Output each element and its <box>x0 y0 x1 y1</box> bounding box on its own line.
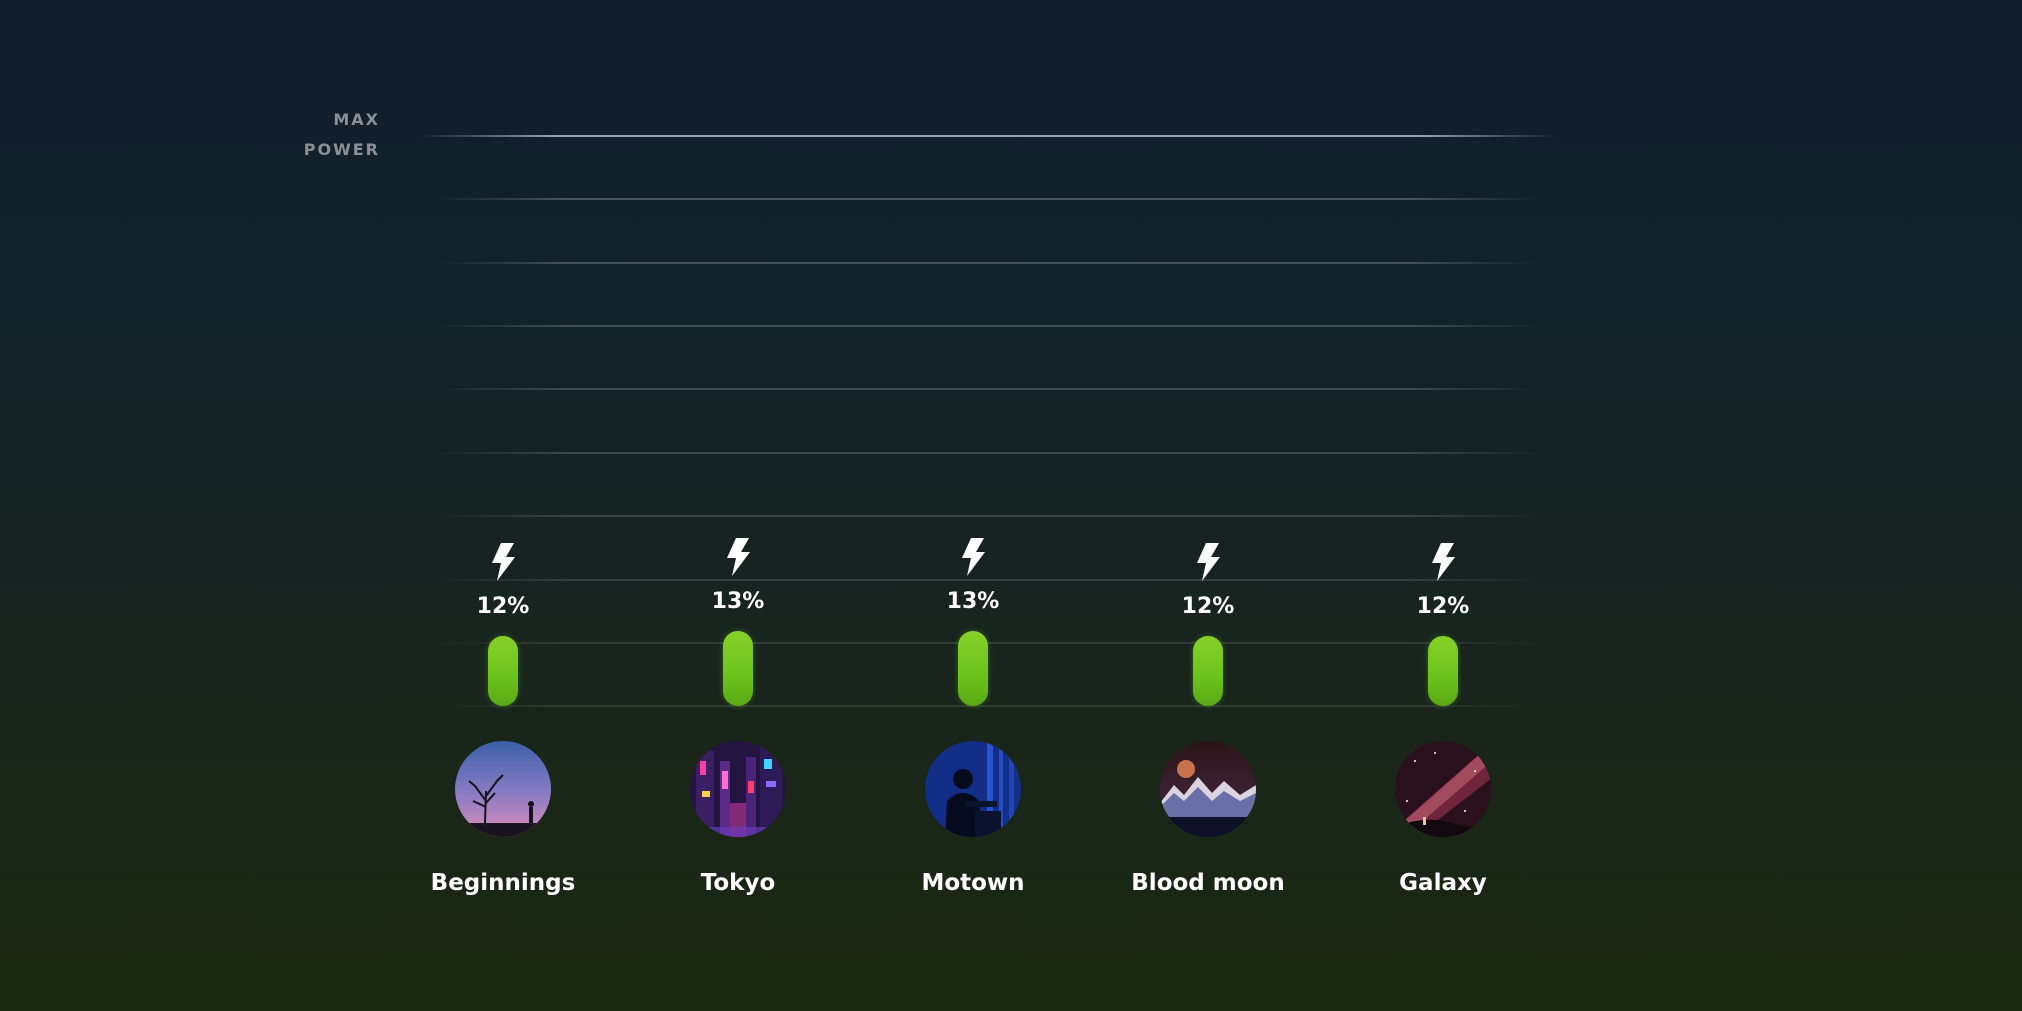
lightning-bolt-icon <box>958 537 988 577</box>
category-label-tokyo: Tokyo <box>700 870 776 896</box>
lightning-bolt-icon <box>488 542 518 582</box>
category-label-motown: Motown <box>921 870 1025 896</box>
thumbnail-motown[interactable] <box>925 741 1021 837</box>
bar-galaxy <box>1428 636 1458 706</box>
value-label-motown: 13% <box>946 589 1000 614</box>
gridline <box>435 325 1540 327</box>
bar-tokyo <box>723 631 753 706</box>
gridline <box>435 388 1540 390</box>
gridline <box>435 452 1540 454</box>
gridline <box>435 262 1540 264</box>
lightning-bolt-icon <box>1193 542 1223 582</box>
bar-blood-moon <box>1193 636 1223 706</box>
thumbnail-blood-moon[interactable] <box>1160 741 1256 837</box>
axis-label-max: MAX <box>333 110 380 129</box>
lightning-bolt-icon <box>723 537 753 577</box>
category-label-blood-moon: Blood moon <box>1131 870 1285 896</box>
thumbnail-galaxy[interactable] <box>1395 741 1491 837</box>
lightning-bolt-icon <box>1428 542 1458 582</box>
gridline <box>435 515 1540 517</box>
axis-label-power: POWER <box>303 140 380 159</box>
value-label-tokyo: 13% <box>711 589 765 614</box>
value-label-galaxy: 12% <box>1416 594 1470 619</box>
category-label-beginnings: Beginnings <box>430 870 576 896</box>
value-label-beginnings: 12% <box>476 594 530 619</box>
category-label-galaxy: Galaxy <box>1399 870 1487 896</box>
thumbnail-tokyo[interactable] <box>690 741 786 837</box>
value-label-blood-moon: 12% <box>1181 594 1235 619</box>
thumbnail-beginnings[interactable] <box>455 741 551 837</box>
bar-motown <box>958 631 988 706</box>
max-power-line <box>420 135 1555 137</box>
bar-beginnings <box>488 636 518 706</box>
gridline <box>435 198 1540 200</box>
gridline <box>435 579 1540 581</box>
gridline <box>435 705 1540 707</box>
